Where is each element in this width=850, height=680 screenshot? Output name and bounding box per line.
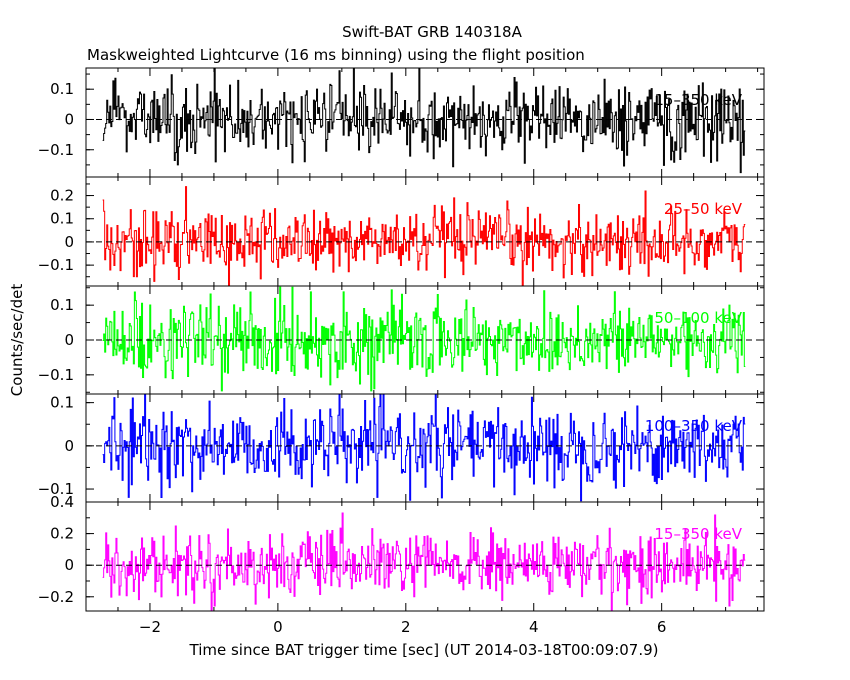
- panel-4: 0.1 0 −0.1 100–350 keV: [38, 393, 765, 503]
- ytick-label-2-3: −0.1: [38, 256, 74, 274]
- xtick-label-4: 6: [657, 618, 667, 636]
- ytick-label-3-2: −0.1: [38, 366, 74, 384]
- panel-1: 0.1 0 −0.1 15–350 keV: [38, 67, 765, 178]
- series-line-1: [102, 68, 746, 174]
- band-label-5: 15–350 keV: [654, 525, 742, 543]
- series-line-3: [102, 286, 746, 392]
- xtick-label-3: 4: [529, 618, 539, 636]
- xtick-label-0: −2: [139, 618, 161, 636]
- series-line-5: [102, 512, 746, 611]
- chart-title: Swift-BAT GRB 140318A: [342, 23, 522, 41]
- x-axis: −2 0 2 4 6: [139, 618, 667, 636]
- ytick-label-2-0: 0.2: [50, 187, 74, 205]
- panel-2: 0.2 0.1 0 −0.1 25–50 keV: [38, 176, 765, 287]
- ytick-label-3-1: 0: [64, 331, 74, 349]
- ytick-label-4-1: 0: [64, 437, 74, 455]
- panel-5: 0.4 0.2 0 −0.2 15–350 keV: [38, 493, 765, 612]
- band-label-1: 15–350 keV: [654, 91, 742, 109]
- band-label-4: 100–350 keV: [645, 417, 743, 435]
- ytick-label-4-2: −0.1: [38, 480, 74, 498]
- ytick-label-1-2: −0.1: [38, 141, 74, 159]
- ytick-label-3-0: 0.1: [50, 296, 74, 314]
- band-label-2: 25–50 keV: [664, 200, 743, 218]
- ytick-label-2-2: 0: [64, 233, 74, 251]
- ytick-label-2-1: 0.1: [50, 210, 74, 228]
- ytick-label-4-0: 0.1: [50, 394, 74, 412]
- xtick-label-2: 2: [401, 618, 411, 636]
- ytick-label-1-0: 0.1: [50, 80, 74, 98]
- ytick-label-5-1: 0.2: [50, 525, 74, 543]
- x-axis-label: Time since BAT trigger time [sec] (UT 20…: [189, 641, 659, 659]
- chart-subtitle: Maskweighted Lightcurve (16 ms binning) …: [87, 46, 585, 64]
- series-line-4: [102, 394, 746, 502]
- ytick-label-5-0: 0.4: [50, 493, 74, 511]
- y-axis-label: Counts/sec/det: [8, 284, 26, 397]
- band-label-3: 50–100 keV: [654, 309, 742, 327]
- series-line-2: [102, 186, 746, 286]
- panel-frame-5: [85, 501, 765, 612]
- ytick-label-1-1: 0: [64, 110, 74, 128]
- xtick-label-1: 0: [273, 618, 283, 636]
- ytick-label-5-3: −0.2: [38, 588, 74, 606]
- ytick-label-5-2: 0: [64, 556, 74, 574]
